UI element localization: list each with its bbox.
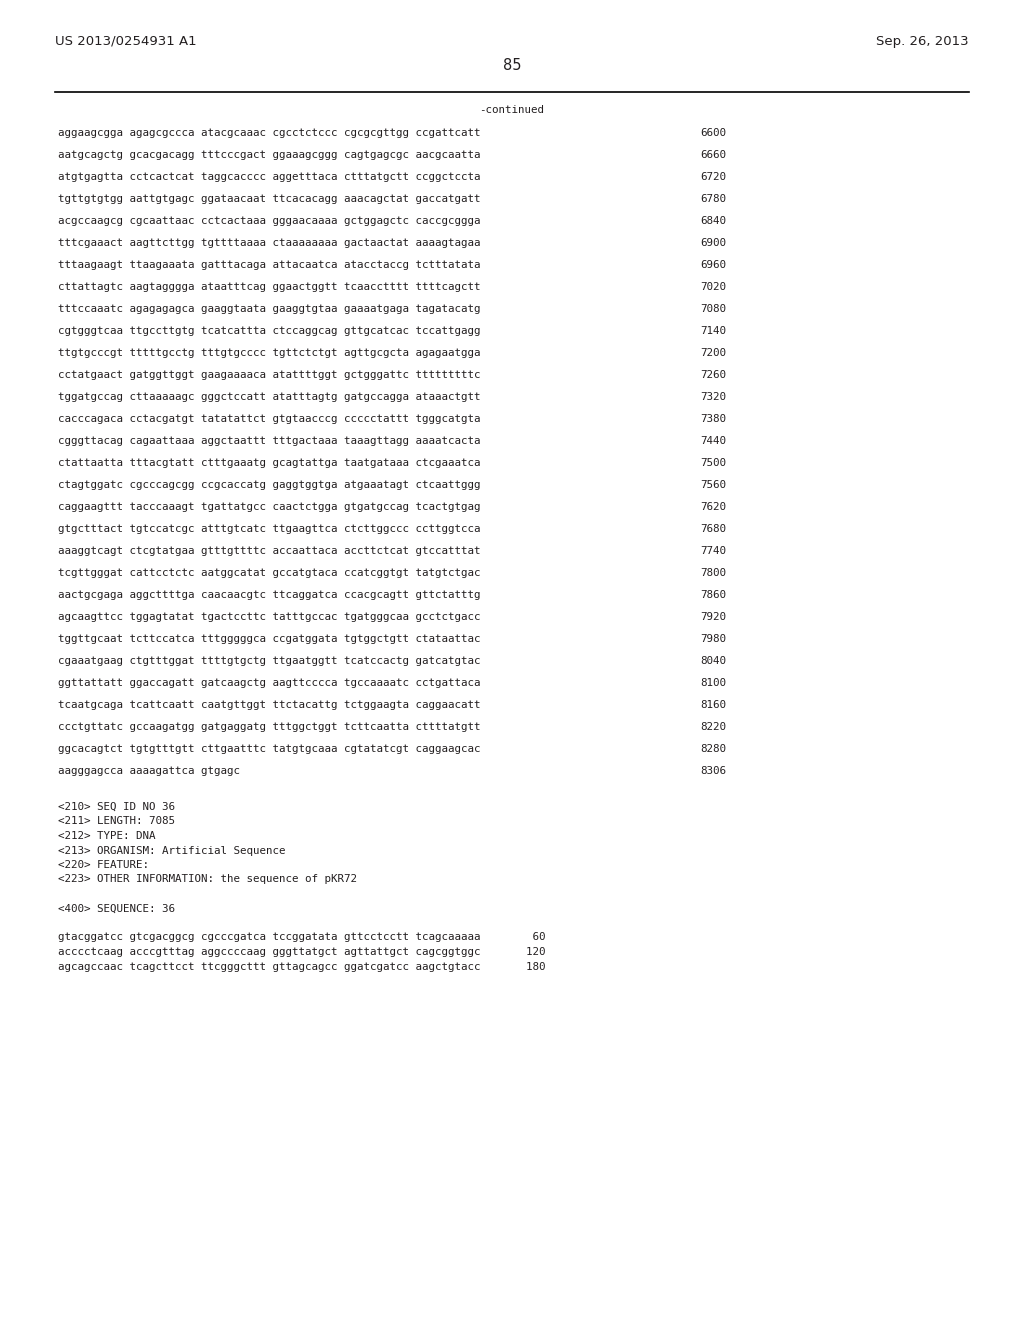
- Text: <223> OTHER INFORMATION: the sequence of pKR72: <223> OTHER INFORMATION: the sequence of…: [58, 874, 357, 884]
- Text: tggttgcaat tcttccatca tttgggggca ccgatggata tgtggctgtt ctataattac: tggttgcaat tcttccatca tttgggggca ccgatgg…: [58, 634, 480, 644]
- Text: 6660: 6660: [700, 150, 726, 160]
- Text: 7860: 7860: [700, 590, 726, 601]
- Text: acgccaagcg cgcaattaac cctcactaaa gggaacaaaa gctggagctc caccgcggga: acgccaagcg cgcaattaac cctcactaaa gggaaca…: [58, 216, 480, 226]
- Text: cttattagtc aagtagggga ataatttcag ggaactggtt tcaacctttt ttttcagctt: cttattagtc aagtagggga ataatttcag ggaactg…: [58, 282, 480, 292]
- Text: tggatgccag cttaaaaagc gggctccatt atatttagtg gatgccagga ataaactgtt: tggatgccag cttaaaaagc gggctccatt atattta…: [58, 392, 480, 403]
- Text: 7800: 7800: [700, 568, 726, 578]
- Text: aggaagcgga agagcgccca atacgcaaac cgcctctccc cgcgcgttgg ccgattcatt: aggaagcgga agagcgccca atacgcaaac cgcctct…: [58, 128, 480, 139]
- Text: tttcgaaact aagttcttgg tgttttaaaa ctaaaaaaaa gactaactat aaaagtagaa: tttcgaaact aagttcttgg tgttttaaaa ctaaaaa…: [58, 238, 480, 248]
- Text: ttgtgcccgt tttttgcctg tttgtgcccc tgttctctgt agttgcgcta agagaatgga: ttgtgcccgt tttttgcctg tttgtgcccc tgttctc…: [58, 348, 480, 358]
- Text: 8220: 8220: [700, 722, 726, 733]
- Text: 7140: 7140: [700, 326, 726, 337]
- Text: tttaagaagt ttaagaaata gatttacaga attacaatca atacctaccg tctttatata: tttaagaagt ttaagaaata gatttacaga attacaa…: [58, 260, 480, 271]
- Text: 6900: 6900: [700, 238, 726, 248]
- Text: tgttgtgtgg aattgtgagc ggataacaat ttcacacagg aaacagctat gaccatgatt: tgttgtgtgg aattgtgagc ggataacaat ttcacac…: [58, 194, 480, 205]
- Text: caggaagttt tacccaaagt tgattatgcc caactctgga gtgatgccag tcactgtgag: caggaagttt tacccaaagt tgattatgcc caactct…: [58, 502, 480, 512]
- Text: aatgcagctg gcacgacagg tttcccgact ggaaagcggg cagtgagcgc aacgcaatta: aatgcagctg gcacgacagg tttcccgact ggaaagc…: [58, 150, 480, 160]
- Text: 8040: 8040: [700, 656, 726, 667]
- Text: 8100: 8100: [700, 678, 726, 688]
- Text: ccctgttatc gccaagatgg gatgaggatg tttggctggt tcttcaatta cttttatgtt: ccctgttatc gccaagatgg gatgaggatg tttggct…: [58, 722, 480, 733]
- Text: ggcacagtct tgtgtttgtt cttgaatttc tatgtgcaaa cgtatatcgt caggaagcac: ggcacagtct tgtgtttgtt cttgaatttc tatgtgc…: [58, 744, 480, 754]
- Text: 7740: 7740: [700, 546, 726, 556]
- Text: <211> LENGTH: 7085: <211> LENGTH: 7085: [58, 817, 175, 826]
- Text: gtgctttact tgtccatcgc atttgtcatc ttgaagttca ctcttggccc ccttggtcca: gtgctttact tgtccatcgc atttgtcatc ttgaagt…: [58, 524, 480, 535]
- Text: ctattaatta tttacgtatt ctttgaaatg gcagtattga taatgataaa ctcgaaatca: ctattaatta tttacgtatt ctttgaaatg gcagtat…: [58, 458, 480, 469]
- Text: 7920: 7920: [700, 612, 726, 622]
- Text: 7980: 7980: [700, 634, 726, 644]
- Text: <220> FEATURE:: <220> FEATURE:: [58, 861, 150, 870]
- Text: cctatgaact gatggttggt gaagaaaaca atattttggt gctgggattc tttttttttc: cctatgaact gatggttggt gaagaaaaca atatttt…: [58, 370, 480, 380]
- Text: aagggagcca aaaagattca gtgagc: aagggagcca aaaagattca gtgagc: [58, 766, 240, 776]
- Text: -continued: -continued: [479, 106, 545, 115]
- Text: 7380: 7380: [700, 414, 726, 424]
- Text: 7320: 7320: [700, 392, 726, 403]
- Text: ggttattatt ggaccagatt gatcaagctg aagttcccca tgccaaaatc cctgattaca: ggttattatt ggaccagatt gatcaagctg aagttcc…: [58, 678, 480, 688]
- Text: 7560: 7560: [700, 480, 726, 490]
- Text: acccctcaag acccgtttag aggccccaag gggttatgct agttattgct cagcggtggc       120: acccctcaag acccgtttag aggccccaag gggttat…: [58, 946, 546, 957]
- Text: <210> SEQ ID NO 36: <210> SEQ ID NO 36: [58, 803, 175, 812]
- Text: tttccaaatc agagagagca gaaggtaata gaaggtgtaa gaaaatgaga tagatacatg: tttccaaatc agagagagca gaaggtaata gaaggtg…: [58, 304, 480, 314]
- Text: 6720: 6720: [700, 172, 726, 182]
- Text: 6960: 6960: [700, 260, 726, 271]
- Text: Sep. 26, 2013: Sep. 26, 2013: [877, 36, 969, 48]
- Text: ctagtggatc cgcccagcgg ccgcaccatg gaggtggtga atgaaatagt ctcaattggg: ctagtggatc cgcccagcgg ccgcaccatg gaggtgg…: [58, 480, 480, 490]
- Text: cacccagaca cctacgatgt tatatattct gtgtaacccg ccccctattt tgggcatgta: cacccagaca cctacgatgt tatatattct gtgtaac…: [58, 414, 480, 424]
- Text: aaaggtcagt ctcgtatgaa gtttgttttc accaattaca accttctcat gtccatttat: aaaggtcagt ctcgtatgaa gtttgttttc accaatt…: [58, 546, 480, 556]
- Text: <212> TYPE: DNA: <212> TYPE: DNA: [58, 832, 156, 841]
- Text: 7440: 7440: [700, 436, 726, 446]
- Text: cgggttacag cagaattaaa aggctaattt tttgactaaa taaagttagg aaaatcacta: cgggttacag cagaattaaa aggctaattt tttgact…: [58, 436, 480, 446]
- Text: tcaatgcaga tcattcaatt caatgttggt ttctacattg tctggaagta caggaacatt: tcaatgcaga tcattcaatt caatgttggt ttctaca…: [58, 700, 480, 710]
- Text: gtacggatcc gtcgacggcg cgcccgatca tccggatata gttcctcctt tcagcaaaaa        60: gtacggatcc gtcgacggcg cgcccgatca tccggat…: [58, 932, 546, 942]
- Text: 7080: 7080: [700, 304, 726, 314]
- Text: 8280: 8280: [700, 744, 726, 754]
- Text: cgaaatgaag ctgtttggat ttttgtgctg ttgaatggtt tcatccactg gatcatgtac: cgaaatgaag ctgtttggat ttttgtgctg ttgaatg…: [58, 656, 480, 667]
- Text: 7020: 7020: [700, 282, 726, 292]
- Text: 7260: 7260: [700, 370, 726, 380]
- Text: 8306: 8306: [700, 766, 726, 776]
- Text: 8160: 8160: [700, 700, 726, 710]
- Text: 6780: 6780: [700, 194, 726, 205]
- Text: agcaagttcc tggagtatat tgactccttc tatttgccac tgatgggcaa gcctctgacc: agcaagttcc tggagtatat tgactccttc tatttgc…: [58, 612, 480, 622]
- Text: <400> SEQUENCE: 36: <400> SEQUENCE: 36: [58, 903, 175, 913]
- Text: US 2013/0254931 A1: US 2013/0254931 A1: [55, 36, 197, 48]
- Text: 85: 85: [503, 58, 521, 73]
- Text: 7680: 7680: [700, 524, 726, 535]
- Text: agcagccaac tcagcttcct ttcgggcttt gttagcagcc ggatcgatcc aagctgtacc       180: agcagccaac tcagcttcct ttcgggcttt gttagca…: [58, 961, 546, 972]
- Text: tcgttgggat cattcctctc aatggcatat gccatgtaca ccatcggtgt tatgtctgac: tcgttgggat cattcctctc aatggcatat gccatgt…: [58, 568, 480, 578]
- Text: atgtgagtta cctcactcat taggcacccc aggetttaca ctttatgctt ccggctccta: atgtgagtta cctcactcat taggcacccc aggettt…: [58, 172, 480, 182]
- Text: 6600: 6600: [700, 128, 726, 139]
- Text: 7200: 7200: [700, 348, 726, 358]
- Text: <213> ORGANISM: Artificial Sequence: <213> ORGANISM: Artificial Sequence: [58, 846, 286, 855]
- Text: 6840: 6840: [700, 216, 726, 226]
- Text: cgtgggtcaa ttgccttgtg tcatcattta ctccaggcag gttgcatcac tccattgagg: cgtgggtcaa ttgccttgtg tcatcattta ctccagg…: [58, 326, 480, 337]
- Text: aactgcgaga aggcttttga caacaacgtc ttcaggatca ccacgcagtt gttctatttg: aactgcgaga aggcttttga caacaacgtc ttcagga…: [58, 590, 480, 601]
- Text: 7500: 7500: [700, 458, 726, 469]
- Text: 7620: 7620: [700, 502, 726, 512]
